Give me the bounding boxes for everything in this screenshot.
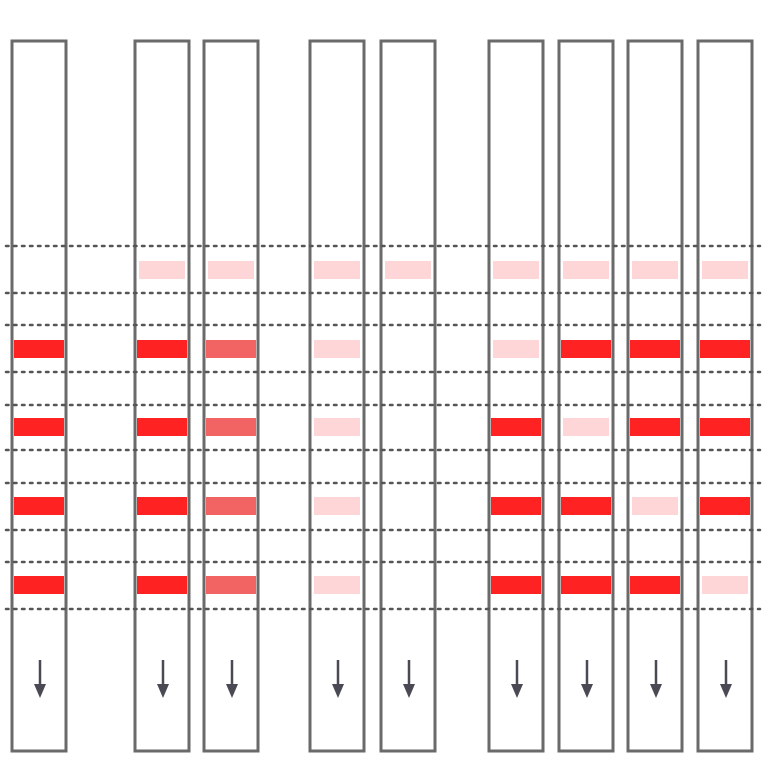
arrow-down-icon [157,660,169,698]
band-faint [632,497,678,515]
band-strong [491,576,541,594]
band-faint [702,261,748,279]
test-strip [379,39,437,753]
strip-outline [10,39,68,753]
band-strong [14,576,64,594]
arrow-head [403,684,415,698]
arrow-down-icon [226,660,238,698]
band-medium [206,497,256,515]
band-strong [630,418,680,436]
test-strip [696,39,754,753]
band-faint [493,261,539,279]
band-strong [14,340,64,358]
band-strong [700,340,750,358]
band-strong [14,497,64,515]
test-strip [133,39,191,753]
band-medium [206,576,256,594]
strip-outline [379,39,437,753]
test-strip [487,39,545,753]
arrow-head [226,684,238,698]
arrow-head [157,684,169,698]
band-faint [563,261,609,279]
band-strong [137,418,187,436]
band-strong [137,340,187,358]
band-strong [491,497,541,515]
strip-outline [557,39,615,753]
strip-outline [133,39,191,753]
arrow-head [34,684,46,698]
arrow-head [511,684,523,698]
arrow-down-icon [720,660,732,698]
band-faint [314,576,360,594]
band-strong [561,497,611,515]
band-medium [206,340,256,358]
strip-outline [202,39,260,753]
strip-outline [308,39,366,753]
band-faint [314,497,360,515]
band-faint [632,261,678,279]
band-strong [137,576,187,594]
band-faint [702,576,748,594]
band-strong [14,418,64,436]
band-strong [137,497,187,515]
strip-outline [696,39,754,753]
band-faint [385,261,431,279]
test-strip [10,39,68,753]
arrow-down-icon [511,660,523,698]
test-strip [308,39,366,753]
test-strip [626,39,684,753]
band-strong [491,418,541,436]
arrow-down-icon [34,660,46,698]
arrow-head [332,684,344,698]
band-strong [561,576,611,594]
arrow-head [650,684,662,698]
strip-outline [487,39,545,753]
band-strong [561,340,611,358]
band-strong [630,576,680,594]
arrow-head [720,684,732,698]
band-strong [630,340,680,358]
test-strip [557,39,615,753]
band-faint [314,261,360,279]
band-faint [314,340,360,358]
test-strip [202,39,260,753]
arrow-down-icon [332,660,344,698]
arrow-head [581,684,593,698]
band-faint [208,261,254,279]
band-faint [563,418,609,436]
band-strong [700,497,750,515]
arrow-down-icon [650,660,662,698]
band-faint [139,261,185,279]
arrow-down-icon [581,660,593,698]
arrow-down-icon [403,660,415,698]
band-strong [700,418,750,436]
band-faint [493,340,539,358]
band-faint [314,418,360,436]
band-medium [206,418,256,436]
strip-outline [626,39,684,753]
